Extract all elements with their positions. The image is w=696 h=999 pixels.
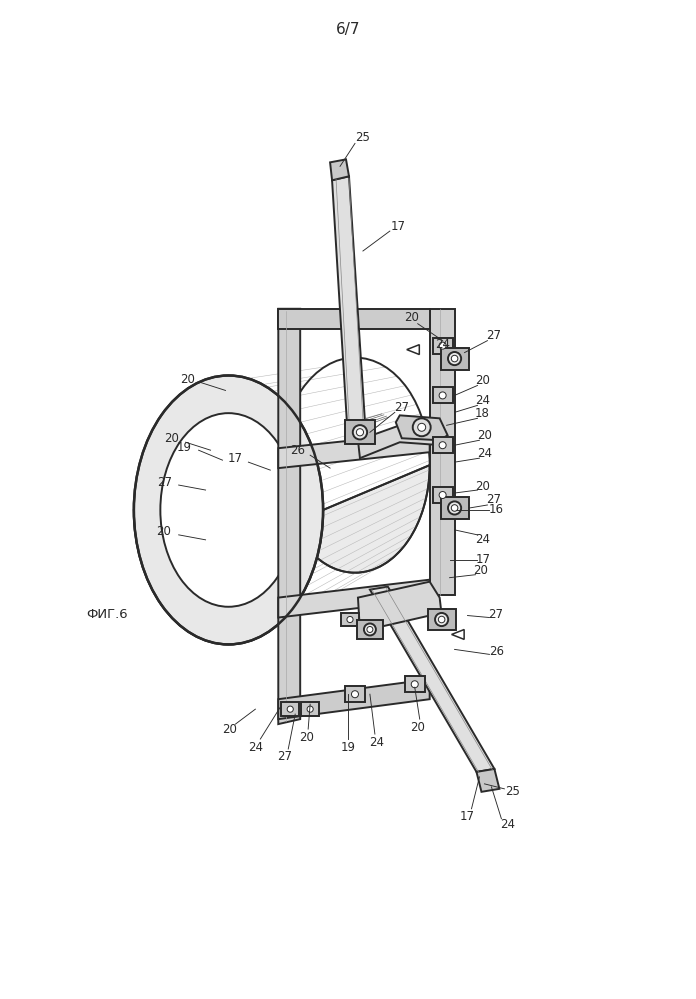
- Polygon shape: [452, 629, 464, 639]
- Text: 20: 20: [477, 429, 492, 442]
- Polygon shape: [341, 612, 359, 626]
- Polygon shape: [427, 608, 456, 630]
- Circle shape: [448, 352, 461, 366]
- Text: 20: 20: [180, 373, 195, 386]
- Circle shape: [367, 626, 373, 632]
- Polygon shape: [433, 388, 452, 404]
- Circle shape: [353, 426, 367, 440]
- Circle shape: [411, 680, 418, 687]
- Polygon shape: [433, 338, 452, 354]
- Polygon shape: [301, 702, 319, 716]
- Polygon shape: [441, 498, 468, 518]
- Circle shape: [356, 429, 363, 436]
- Polygon shape: [357, 619, 383, 639]
- Text: 25: 25: [505, 785, 520, 798]
- Text: 20: 20: [299, 730, 314, 743]
- Polygon shape: [278, 579, 429, 617]
- Circle shape: [418, 424, 426, 432]
- Text: 16: 16: [489, 503, 504, 516]
- Text: 19: 19: [177, 441, 191, 454]
- Polygon shape: [278, 309, 429, 329]
- Text: 26: 26: [489, 645, 504, 658]
- Circle shape: [307, 706, 313, 712]
- Text: ФИГ.6: ФИГ.6: [86, 608, 127, 621]
- Text: 20: 20: [222, 722, 237, 735]
- Circle shape: [435, 613, 448, 626]
- Polygon shape: [278, 433, 429, 469]
- Polygon shape: [429, 309, 454, 594]
- Text: 20: 20: [473, 564, 488, 577]
- Circle shape: [347, 616, 353, 622]
- Text: 24: 24: [475, 394, 490, 407]
- Polygon shape: [330, 160, 349, 180]
- Text: 17: 17: [228, 452, 242, 465]
- Circle shape: [364, 623, 376, 635]
- Circle shape: [451, 504, 458, 511]
- Polygon shape: [358, 581, 442, 631]
- Text: 17: 17: [476, 553, 491, 566]
- Polygon shape: [477, 769, 500, 792]
- Text: 20: 20: [475, 374, 490, 387]
- Polygon shape: [405, 676, 425, 692]
- Circle shape: [451, 356, 458, 362]
- Text: 17: 17: [460, 810, 475, 823]
- Text: 24: 24: [477, 447, 492, 460]
- Polygon shape: [281, 702, 299, 716]
- Polygon shape: [134, 466, 429, 644]
- Circle shape: [439, 442, 446, 449]
- Ellipse shape: [160, 414, 296, 606]
- Text: 20: 20: [404, 312, 419, 325]
- Text: 24: 24: [370, 735, 384, 748]
- Text: 25: 25: [356, 131, 370, 144]
- Text: 19: 19: [340, 740, 356, 753]
- Polygon shape: [441, 348, 468, 370]
- Circle shape: [448, 501, 461, 514]
- Polygon shape: [332, 176, 366, 441]
- Circle shape: [439, 492, 446, 499]
- Text: 27: 27: [395, 401, 409, 414]
- Polygon shape: [345, 686, 365, 702]
- Polygon shape: [345, 421, 375, 445]
- Text: 20: 20: [164, 432, 179, 445]
- Text: 20: 20: [475, 480, 490, 493]
- Text: 17: 17: [390, 220, 405, 233]
- Text: 27: 27: [486, 329, 501, 342]
- Text: 27: 27: [157, 476, 172, 489]
- Polygon shape: [396, 416, 448, 441]
- Text: 6/7: 6/7: [335, 22, 361, 37]
- Text: 18: 18: [475, 407, 490, 420]
- Text: 24: 24: [475, 533, 490, 546]
- Text: 20: 20: [156, 525, 171, 538]
- Text: 27: 27: [486, 494, 501, 506]
- Ellipse shape: [134, 376, 323, 644]
- Polygon shape: [370, 586, 494, 772]
- Polygon shape: [358, 426, 442, 459]
- Circle shape: [438, 616, 445, 622]
- Text: 24: 24: [248, 740, 263, 753]
- Polygon shape: [433, 438, 452, 454]
- Text: 24: 24: [500, 818, 515, 831]
- Polygon shape: [433, 488, 452, 502]
- Polygon shape: [278, 679, 429, 719]
- Circle shape: [351, 690, 358, 697]
- Text: 27: 27: [277, 750, 292, 763]
- Circle shape: [413, 419, 431, 437]
- Text: 20: 20: [410, 720, 425, 733]
- Polygon shape: [278, 309, 300, 724]
- Circle shape: [287, 706, 293, 712]
- Circle shape: [439, 392, 446, 399]
- Text: 27: 27: [488, 608, 503, 621]
- Text: 26: 26: [290, 444, 305, 457]
- Polygon shape: [406, 345, 419, 355]
- Text: 24: 24: [435, 338, 450, 351]
- Circle shape: [439, 342, 446, 349]
